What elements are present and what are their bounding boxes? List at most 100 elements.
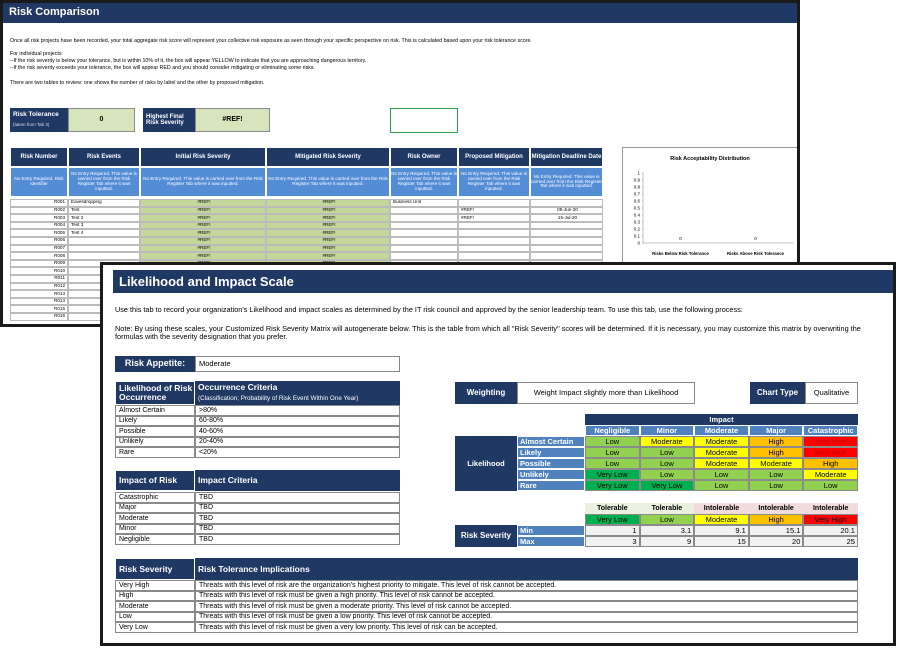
empty-cell (390, 108, 458, 133)
table-cell: Test 4 (68, 229, 140, 237)
table-cell (530, 199, 603, 207)
matrix-cell: Very Low (585, 469, 640, 480)
matrix-cell: Moderate (803, 469, 858, 480)
row-header: Unlikely (517, 469, 585, 480)
row-header: Possible (517, 458, 585, 469)
table-cell: 20-40% (195, 436, 400, 448)
column-header: Major (748, 425, 804, 436)
table-cell: Moderate (115, 513, 195, 524)
column-note: No Entry Required. This value is carried… (266, 167, 390, 197)
intro-text: Once all risk projects have been recorde… (10, 38, 532, 44)
table-cell (68, 237, 140, 245)
table-cell: #REF! (458, 214, 530, 222)
table-cell: Moderate (115, 601, 195, 612)
matrix-cell: Low (639, 458, 695, 469)
table-cell (390, 252, 458, 260)
table-cell: #REF! (458, 206, 530, 215)
data-label: 0 (754, 236, 757, 241)
min-cell: 1 (585, 525, 640, 536)
level-cell: Very High (803, 514, 858, 525)
table-cell: Threats with this level of risk must be … (195, 601, 858, 612)
table-cell (68, 252, 140, 260)
column-header: Moderate (694, 425, 749, 436)
table-cell: R016 (10, 313, 68, 321)
column-note: No Entry Required. This value is carried… (390, 167, 458, 197)
matrix-cell: Low (585, 436, 640, 447)
table-cell: TBD (195, 492, 400, 503)
table-cell: R008 (10, 252, 68, 260)
table-cell: Major (115, 502, 195, 514)
column-note: No Entry Required. This value is carried… (530, 167, 603, 197)
level-cell: Moderate (694, 514, 749, 525)
table-header: Impact of Risk (115, 470, 195, 491)
y-tick-label: 0.1 (634, 234, 641, 239)
y-tick-label: 0.3 (634, 220, 641, 225)
max-label: Max (517, 536, 585, 547)
table-cell (530, 252, 603, 260)
intro-text: For individual projects: (10, 51, 63, 57)
table-cell: R013 (10, 290, 68, 298)
tolerance-header: Tolerable (585, 503, 640, 514)
table-header: Likelihood of Risk Occurrence (115, 381, 195, 405)
matrix-cell: Moderate (694, 458, 749, 469)
table-cell: Low (115, 611, 195, 623)
matrix-cell: High (748, 447, 804, 458)
column-header: Minor (639, 425, 695, 436)
table-cell: R006 (10, 237, 68, 245)
y-tick-label: 0.9 (634, 178, 641, 183)
matrix-cell: Low (639, 447, 695, 458)
column-note: No Entry Required. This value is carried… (68, 167, 140, 197)
matrix-cell: High (803, 458, 858, 469)
table-cell: #REF! (266, 206, 390, 215)
row-header: Rare (517, 480, 585, 491)
table-cell: R012 (10, 282, 68, 291)
table-cell: R015 (10, 305, 68, 313)
table-cell: #REF! (266, 221, 390, 230)
matrix-cell: Moderate (639, 436, 695, 447)
likelihood-window: Likelihood and Impact Scale Use this tab … (100, 262, 896, 646)
likelihood-header: Likelihood (455, 436, 517, 491)
table-cell: Threats with this level of risk are the … (195, 580, 858, 591)
table-cell: #REF! (140, 252, 266, 260)
column-header: Negligible (585, 425, 640, 436)
min-label: Min (517, 525, 585, 536)
tolerance-header: Tolerable (639, 503, 695, 514)
table-cell: R009 (10, 259, 68, 268)
tolerance-header: Intolerable (694, 503, 749, 514)
y-tick-label: 0.2 (634, 227, 641, 232)
matrix-cell: Moderate (694, 436, 749, 447)
column-note: No Entry Required. This value is carried… (458, 167, 530, 197)
table-cell (390, 214, 458, 222)
matrix-cell: Low (748, 480, 804, 491)
row-header: Almost Certain (517, 436, 585, 447)
table-cell (68, 244, 140, 253)
table-cell: Minor (115, 523, 195, 535)
matrix-cell: Low (803, 480, 858, 491)
intro-text: There are two tables to review: one show… (10, 80, 265, 86)
chart-title: Risk Acceptability Distribution (670, 156, 750, 163)
max-cell: 3 (585, 536, 640, 547)
table-cell: 40-60% (195, 426, 400, 437)
matrix-cell: Very High (803, 447, 858, 458)
weighting-label: Weighting (455, 382, 517, 404)
tolerance-header: Intolerable (748, 503, 804, 514)
table-cell: R010 (10, 267, 68, 275)
max-cell: 9 (639, 536, 695, 547)
y-tick-label: 0.4 (634, 213, 641, 218)
table-cell (530, 221, 603, 230)
weighting-value: Weight Impact slightly more than Likelih… (517, 382, 695, 404)
column-header: Mitigation Deadline Date (530, 147, 603, 167)
chart-type-label: Chart Type (750, 382, 805, 404)
table-cell: Threats with this level of risk must be … (195, 590, 858, 602)
table-cell: 60-80% (195, 415, 400, 427)
table-cell (390, 237, 458, 245)
column-header: Proposed Mitigation (458, 147, 530, 167)
max-cell: 15 (694, 536, 749, 547)
min-cell: 9.1 (694, 525, 749, 536)
y-tick-label: 0.5 (634, 206, 641, 211)
table-cell (530, 229, 603, 237)
max-cell: 20 (748, 536, 804, 547)
highest-value: #REF! (195, 108, 270, 132)
table-cell: R003 (10, 214, 68, 222)
table-cell: Eavesdropping (68, 199, 140, 207)
